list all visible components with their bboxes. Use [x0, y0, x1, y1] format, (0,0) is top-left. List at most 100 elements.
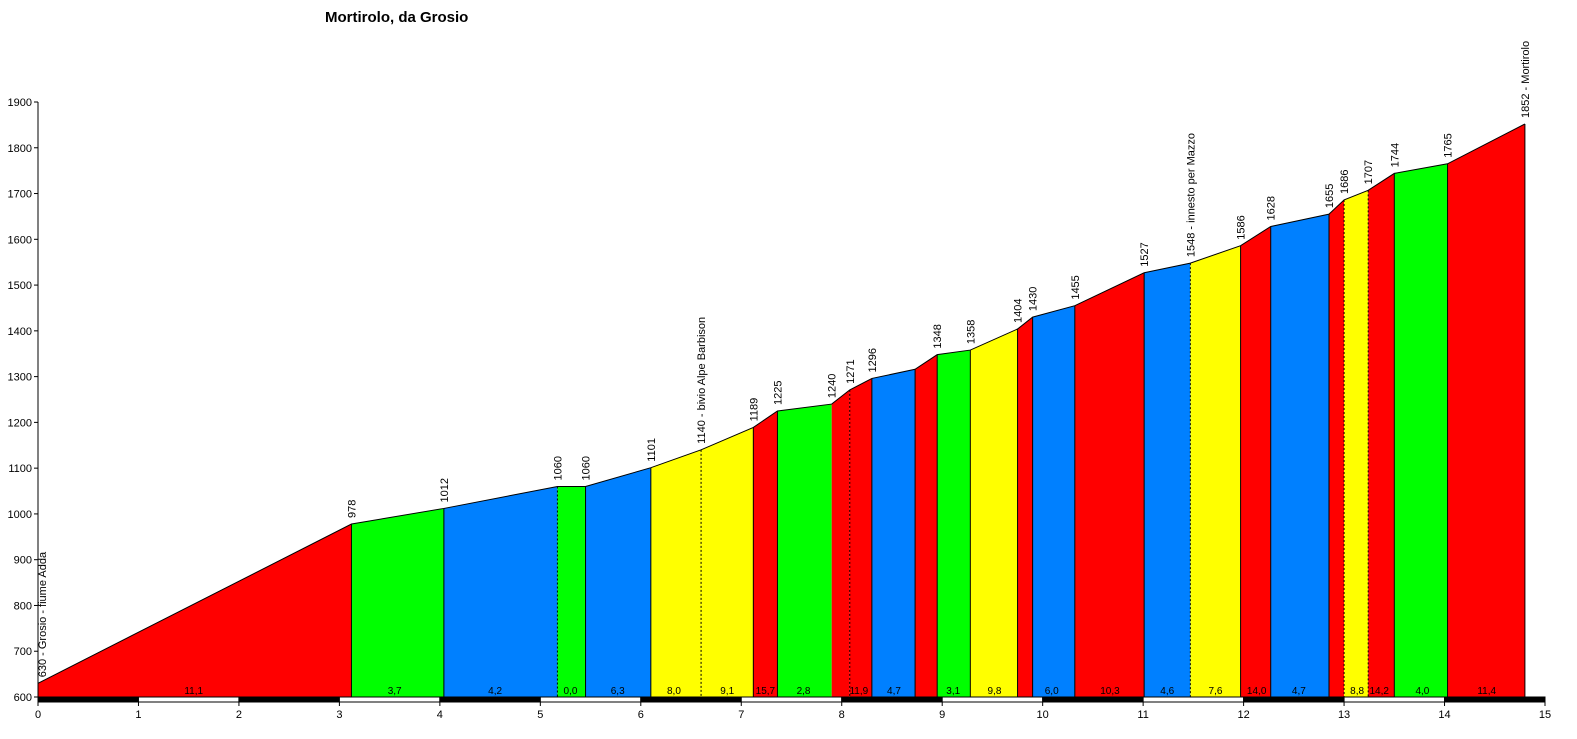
elevation-label: 1707: [1363, 160, 1375, 184]
elevation-label: 1189: [748, 398, 760, 422]
x-tick-label: 2: [236, 709, 242, 721]
gradient-label: 4,0: [1415, 686, 1429, 697]
x-axis-band: [740, 696, 843, 703]
segment-blue-16: [1032, 305, 1075, 697]
elevation-label: 1060: [581, 456, 593, 480]
x-axis-band: [238, 696, 340, 703]
x-tick-label: 12: [1237, 709, 1249, 721]
y-tick-label: 1300: [8, 372, 32, 384]
elevation-label: 1101: [646, 438, 658, 462]
segment-red-26: [1447, 123, 1525, 697]
segment-red-24: [1368, 173, 1395, 697]
elevation-label: 1744: [1389, 143, 1401, 167]
segment-blue-18: [1144, 263, 1191, 697]
x-tick-label: 13: [1338, 709, 1350, 721]
y-tick-label: 900: [14, 555, 32, 567]
gradient-label: 4,7: [1292, 686, 1306, 697]
y-tick-label: 800: [14, 600, 32, 612]
x-tick-label: 15: [1539, 709, 1551, 721]
segment-red-9: [831, 389, 850, 697]
profile-line: [37, 123, 1526, 684]
x-axis-band: [1142, 696, 1245, 703]
gradient-label: 9,8: [987, 686, 1001, 697]
segment-red-12: [915, 354, 938, 697]
x-tick-label: 7: [738, 709, 744, 721]
elevation-label: 1527: [1139, 242, 1151, 266]
segment-blue-11: [871, 369, 916, 697]
elevation-label: 1765: [1443, 133, 1455, 157]
x-tick-label: 8: [839, 709, 845, 721]
elevation-label: 1140 - bivio Alpe Barbison: [696, 317, 708, 444]
x-tick-label: 11: [1137, 709, 1148, 721]
x-tick-label: 1: [135, 709, 141, 721]
segment-red-0: [38, 523, 352, 697]
gradient-label: 0,0: [564, 686, 578, 697]
elevation-label: 1686: [1339, 169, 1351, 193]
elevation-label: 1548 - innesto per Mazzo: [1185, 133, 1197, 257]
gradient-label: 3,7: [388, 686, 402, 697]
y-tick-label: 600: [14, 692, 32, 704]
segment-red-17: [1074, 272, 1145, 697]
x-axis-band: [439, 696, 541, 703]
x-axis-band: [338, 696, 441, 703]
elevation-label: 1296: [867, 348, 879, 372]
x-axis-band: [1343, 696, 1446, 703]
x-tick-label: 3: [336, 709, 342, 721]
x-axis-band: [37, 696, 139, 703]
elevation-label: 1348: [932, 324, 944, 348]
elevation-label: 1240: [827, 374, 839, 398]
gradient-label: 4,2: [488, 686, 502, 697]
segment-red-22: [1328, 199, 1345, 697]
y-tick-label: 1200: [8, 417, 32, 429]
gradient-label: 14,0: [1247, 686, 1267, 697]
gradient-label: 4,6: [1160, 686, 1174, 697]
segment-yellow-19: [1190, 245, 1241, 697]
elevation-label: 1060: [552, 456, 564, 480]
elevation-label: 1225: [772, 380, 784, 404]
x-axis-band: [841, 696, 943, 703]
x-tick-label: 9: [939, 709, 945, 721]
segment-yellow-6: [701, 427, 754, 697]
x-tick-label: 0: [35, 709, 41, 721]
elevation-label: 1628: [1266, 196, 1278, 220]
gradient-label: 3,1: [946, 686, 960, 697]
gradient-label: 15,7: [756, 686, 776, 697]
elevation-label: 1430: [1028, 287, 1040, 311]
gradient-label: 8,0: [667, 686, 681, 697]
x-tick-label: 4: [437, 709, 443, 721]
x-tick-label: 10: [1037, 709, 1049, 721]
y-tick-label: 1100: [8, 463, 32, 475]
segment-red-15: [1017, 317, 1033, 697]
segment-green-8: [777, 404, 832, 697]
x-axis-band: [539, 696, 642, 703]
segment-yellow-5: [650, 449, 702, 697]
x-axis-band: [941, 696, 1044, 703]
x-axis-band: [1243, 696, 1345, 703]
segment-yellow-23: [1344, 190, 1369, 698]
gradient-label: 7,6: [1209, 686, 1223, 697]
elevation-label: 978: [346, 500, 358, 518]
segment-red-10: [849, 378, 872, 697]
gradient-label: 14,2: [1369, 686, 1389, 697]
segment-green-3: [557, 486, 586, 697]
gradient-label: 4,7: [887, 686, 901, 697]
gradient-label: 11,1: [184, 686, 203, 697]
gradient-label: 11,9: [849, 686, 868, 697]
y-tick-label: 1700: [8, 189, 32, 201]
segment-red-7: [753, 410, 778, 697]
x-tick-label: 5: [537, 709, 543, 721]
elevation-label: 1655: [1324, 184, 1336, 208]
segment-blue-2: [443, 486, 558, 697]
segment-green-1: [351, 508, 444, 697]
y-tick-label: 700: [14, 646, 32, 658]
gradient-label: 11,4: [1477, 686, 1496, 697]
start-label: 630 - Grosio - fiume Adda: [37, 551, 49, 677]
gradient-label: 10,3: [1100, 686, 1120, 697]
gradient-label: 2,8: [797, 686, 811, 697]
elevation-label: 1012: [439, 478, 451, 502]
x-axis-band: [640, 696, 742, 703]
y-tick-label: 1600: [8, 234, 32, 246]
segment-yellow-14: [970, 329, 1018, 697]
segment-blue-21: [1270, 214, 1329, 697]
